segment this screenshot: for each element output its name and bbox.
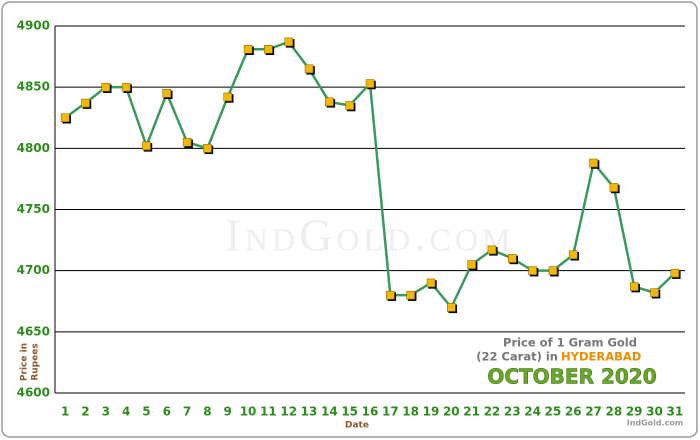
x-tick-label: 29 xyxy=(626,405,643,419)
marker xyxy=(426,278,436,288)
x-tick-label: 18 xyxy=(402,405,419,419)
x-tick-label: 25 xyxy=(545,405,562,419)
source: IndGold.com xyxy=(627,419,684,428)
marker xyxy=(365,79,375,88)
x-tick-label: 3 xyxy=(102,405,110,419)
x-tick-label: 20 xyxy=(443,405,460,419)
x-tick-label: 2 xyxy=(81,405,89,419)
marker xyxy=(589,158,598,168)
y-tick-label: 4800 xyxy=(17,141,50,155)
annotation-line: Price of 1 Gram Gold xyxy=(503,336,637,350)
marker xyxy=(81,98,90,108)
marker xyxy=(629,282,639,291)
marker xyxy=(609,183,619,192)
marker xyxy=(304,64,314,74)
marker xyxy=(142,141,151,151)
y-tick-label: 4850 xyxy=(17,80,50,94)
marker xyxy=(345,101,354,110)
marker xyxy=(467,260,476,269)
marker xyxy=(528,266,537,275)
marker xyxy=(223,92,232,102)
x-tick-label: 21 xyxy=(463,405,480,419)
x-tick-label: 22 xyxy=(484,405,501,419)
marker xyxy=(548,266,558,275)
x-tick-label: 31 xyxy=(666,405,683,419)
marker xyxy=(447,303,456,312)
annotation-city: HYDERABAD xyxy=(561,350,641,364)
x-tick-label: 1 xyxy=(61,405,69,419)
marker xyxy=(60,113,70,122)
y-axis-title: Price in xyxy=(20,343,30,381)
marker xyxy=(508,254,517,263)
marker xyxy=(243,44,253,54)
marker xyxy=(203,144,212,153)
x-tick-label: 15 xyxy=(341,405,358,419)
x-tick-label: 27 xyxy=(585,405,602,419)
x-tick-label: 23 xyxy=(504,405,521,419)
x-tick-label: 11 xyxy=(260,405,277,419)
marker xyxy=(568,250,578,260)
x-tick-label: 8 xyxy=(203,405,211,419)
marker xyxy=(162,89,172,98)
marker xyxy=(670,268,680,278)
annotation: Price of 1 Gram Gold (22 Carat) in HYDER… xyxy=(476,336,683,428)
x-tick-label: 9 xyxy=(224,405,232,419)
marker xyxy=(264,44,273,54)
x-tick-label: 28 xyxy=(606,405,623,419)
x-tick-label: 7 xyxy=(183,405,191,419)
x-tick-label: 5 xyxy=(142,405,150,419)
x-tick-label: 13 xyxy=(301,405,318,419)
x-tick-label: 30 xyxy=(646,405,663,419)
x-tick-label: 10 xyxy=(240,405,257,419)
x-tick-label: 12 xyxy=(280,405,297,419)
x-tick-label: 6 xyxy=(163,405,171,419)
x-tick-label: 26 xyxy=(565,405,582,419)
x-tick-label: 24 xyxy=(524,405,541,419)
watermark: IndGold.com xyxy=(226,210,515,261)
marker xyxy=(650,288,659,297)
x-tick-label: 14 xyxy=(321,405,338,419)
marker xyxy=(101,82,111,92)
marker xyxy=(487,245,497,255)
marker xyxy=(284,37,293,47)
marker xyxy=(121,82,131,92)
y-tick-label: 4600 xyxy=(17,386,50,400)
x-tick-label: 16 xyxy=(362,405,379,419)
y-tick-label: 4700 xyxy=(17,263,50,277)
x-tick-label: 4 xyxy=(122,405,130,419)
x-tick-label: 17 xyxy=(382,405,399,419)
x-axis-title: Date xyxy=(345,421,369,431)
y-axis-title: Rupees xyxy=(31,343,41,380)
marker xyxy=(386,290,395,300)
y-tick-label: 4650 xyxy=(17,324,50,338)
x-tick-label: 19 xyxy=(423,405,440,419)
marker xyxy=(182,137,192,147)
y-tick-label: 4900 xyxy=(17,19,50,33)
annotation-month: OCTOBER 2020 xyxy=(487,365,656,389)
marker xyxy=(406,290,415,300)
marker xyxy=(325,97,334,107)
annotation-line: (22 Carat) in xyxy=(476,350,558,364)
y-tick-label: 4750 xyxy=(17,202,50,216)
